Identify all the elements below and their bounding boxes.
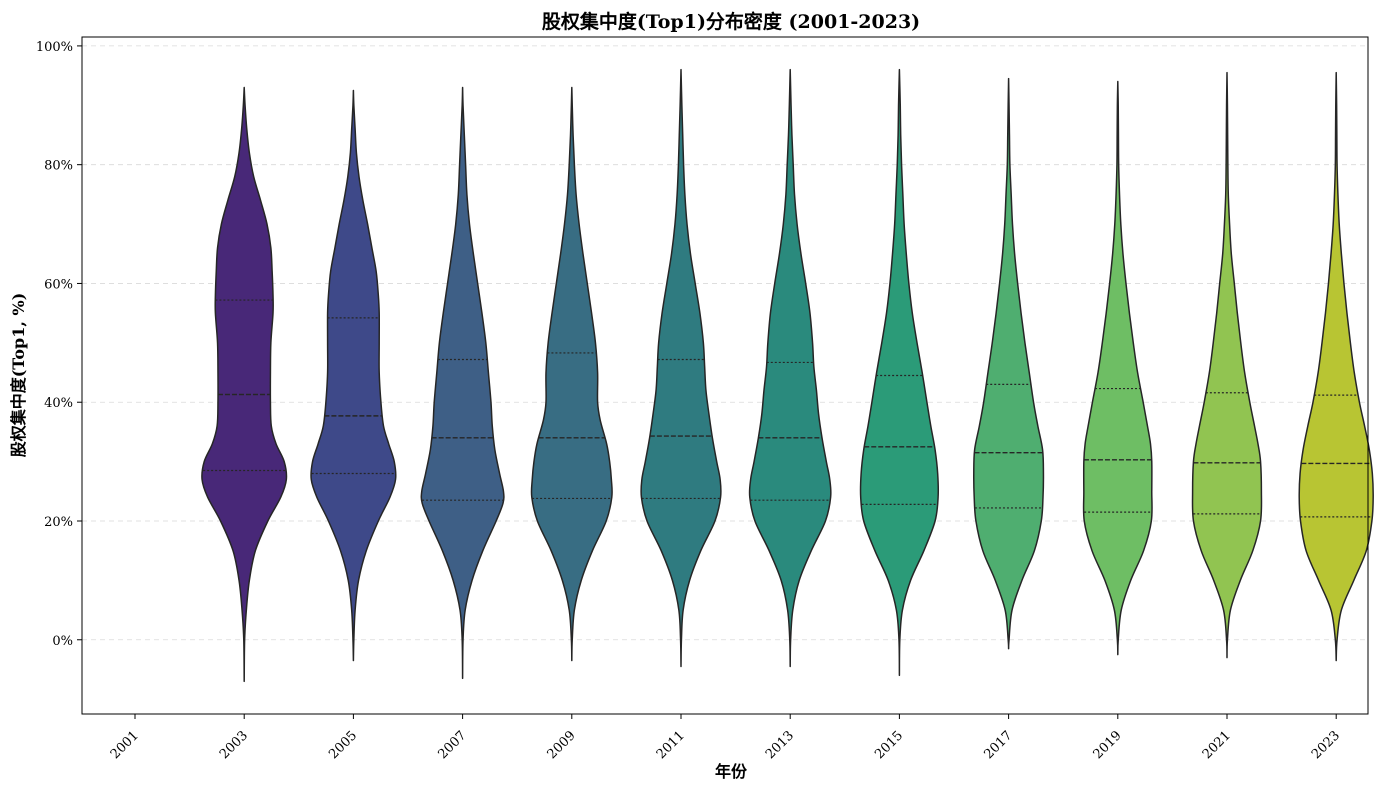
y-tick-label: 80% bbox=[44, 159, 73, 174]
violin-2021 bbox=[1191, 71, 1263, 659]
plot-frame bbox=[81, 36, 1369, 715]
y-tick-label: 40% bbox=[44, 396, 73, 411]
y-tick-label: 20% bbox=[44, 515, 73, 530]
violin-body bbox=[1082, 80, 1153, 656]
violin-body bbox=[1191, 71, 1263, 659]
y-tick-label: 0% bbox=[52, 634, 73, 649]
violin-body bbox=[748, 68, 832, 668]
violin-body bbox=[420, 86, 505, 680]
violin-body bbox=[973, 77, 1045, 650]
x-tick-label: 2015 bbox=[872, 728, 906, 762]
violin-body bbox=[640, 68, 722, 668]
violin-group bbox=[201, 68, 1374, 683]
x-tick-label: 2005 bbox=[326, 728, 360, 762]
violin-2019 bbox=[1082, 80, 1153, 656]
y-tick-label: 60% bbox=[44, 277, 73, 292]
violin-2015 bbox=[859, 68, 940, 677]
x-tick-label: 2019 bbox=[1091, 728, 1125, 762]
x-tick-label: 2007 bbox=[435, 728, 469, 762]
violin-2011 bbox=[640, 68, 722, 668]
x-axis-label: 年份 bbox=[715, 762, 748, 781]
violin-body bbox=[859, 68, 940, 677]
x-tick-label: 2013 bbox=[763, 728, 797, 762]
x-axis-ticks: 2001 2003 2005 2007 2009 2011 2013 2015 2017 2019… bbox=[108, 714, 1343, 762]
chart-title: 股权集中度(Top1)分布密度 (2001-2023) bbox=[542, 10, 920, 33]
x-tick-label: 2023 bbox=[1309, 728, 1343, 762]
violin-2003 bbox=[201, 86, 288, 683]
x-tick-label: 2009 bbox=[545, 728, 579, 762]
violin-2005 bbox=[310, 89, 397, 662]
x-tick-label: 2021 bbox=[1200, 728, 1234, 762]
violin-body bbox=[201, 86, 288, 683]
x-tick-label: 2011 bbox=[654, 728, 688, 762]
x-tick-label: 2003 bbox=[217, 728, 251, 762]
violin-2007 bbox=[420, 86, 505, 680]
y-axis-label: 股权集中度(Top1, %) bbox=[9, 293, 28, 458]
x-tick-label: 2017 bbox=[981, 728, 1015, 762]
violin-body bbox=[1298, 71, 1374, 662]
y-gridlines bbox=[82, 45, 1368, 641]
violin-2009 bbox=[530, 86, 613, 662]
violin-body bbox=[530, 86, 613, 662]
violin-body bbox=[310, 89, 397, 662]
violin-2017 bbox=[973, 77, 1045, 650]
violin-2013 bbox=[748, 68, 832, 668]
x-tick-label: 2001 bbox=[108, 728, 142, 762]
violin-2023 bbox=[1298, 71, 1374, 662]
y-axis-ticks: 0% 20% 40% 60% 80% 100% bbox=[36, 40, 82, 649]
y-tick-label: 100% bbox=[36, 40, 73, 55]
